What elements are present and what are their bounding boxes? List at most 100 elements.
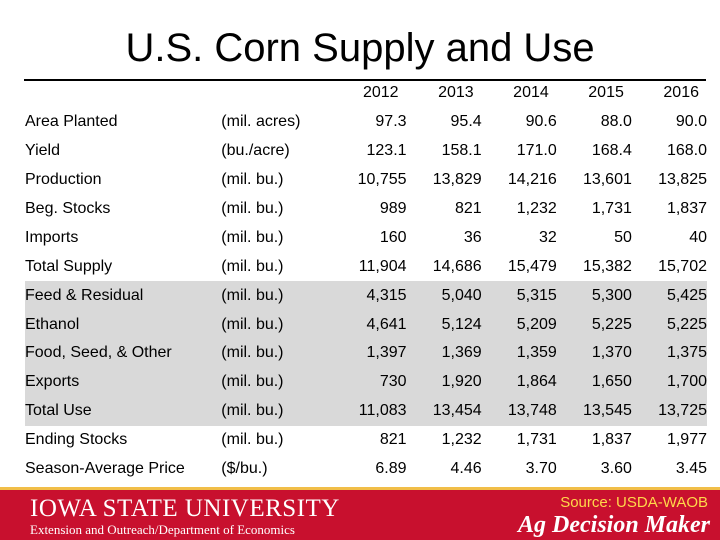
row-value: 5,425 xyxy=(631,281,707,311)
row-unit: (mil. bu.) xyxy=(221,200,284,217)
row-value: 123.1 xyxy=(366,142,407,160)
row-unit: ($/bu.) xyxy=(221,460,268,478)
row-value: 13,725 xyxy=(631,396,707,426)
row-value: 13,748 xyxy=(481,396,557,426)
table-row: Food, Seed, & Other (mil. bu.) 1,397 1,369 1… xyxy=(25,339,707,368)
row-value: 1,920 xyxy=(406,367,482,397)
table-body: Area Planted (mil. acres) 97.3 95.4 90.6 88.0… xyxy=(25,108,707,484)
row-value: 5,124 xyxy=(406,310,482,340)
table-row: Season-Average Price ($/bu.) 6.89 4.46 3.70 3… xyxy=(25,455,707,484)
supply-use-table: 2012 2013 2014 2015 2016 Area Planted (mi… xyxy=(25,79,707,483)
row-value: 5,315 xyxy=(481,281,557,311)
row-value: 3.70 xyxy=(525,460,557,478)
row-value: 10,755 xyxy=(357,171,407,189)
row-value: 13,825 xyxy=(658,171,707,189)
table-row: Ethanol (mil. bu.) 4,641 5,124 5,209 5,225 5,2… xyxy=(25,310,707,340)
row-value: 14,216 xyxy=(507,171,557,189)
table-row: Area Planted (mil. acres) 97.3 95.4 90.6 88.0… xyxy=(25,108,707,137)
row-value: 1,837 xyxy=(591,431,632,449)
row-value: 90.0 xyxy=(675,113,707,131)
row-label: Ending Stocks xyxy=(25,431,128,449)
row-value: 32 xyxy=(538,228,557,246)
row-value: 90.6 xyxy=(525,113,557,131)
row-unit: (mil. acres) xyxy=(221,113,301,131)
row-unit: (mil. bu.) xyxy=(221,367,332,397)
row-value: 50 xyxy=(614,228,632,246)
brand-logo: Ag Decision Maker xyxy=(518,512,710,538)
title-divider xyxy=(24,79,706,81)
row-value: 97.3 xyxy=(375,113,407,131)
row-value: 3.60 xyxy=(600,460,632,478)
row-unit: (mil. bu.) xyxy=(221,310,332,340)
university-logo: IOWA STATE UNIVERSITY xyxy=(30,495,340,522)
row-value: 1,359 xyxy=(481,339,557,368)
row-value: 13,454 xyxy=(406,396,482,426)
year-header: 2014 xyxy=(513,84,549,102)
row-value: 1,837 xyxy=(666,200,707,217)
row-label: Production xyxy=(25,171,102,189)
row-unit: (mil. bu.) xyxy=(221,228,284,246)
row-value: 40 xyxy=(689,228,707,246)
row-unit: (bu./acre) xyxy=(221,142,290,160)
row-label: Area Planted xyxy=(25,113,118,131)
row-unit: (mil. bu.) xyxy=(221,171,284,189)
row-unit: (mil. bu.) xyxy=(221,339,332,368)
row-value: 15,702 xyxy=(658,257,707,275)
table-row: Ending Stocks (mil. bu.) 821 1,232 1,731 1,83… xyxy=(25,426,707,455)
row-value: 5,040 xyxy=(406,281,482,311)
row-value: 4.46 xyxy=(450,460,482,478)
row-label: Total Use xyxy=(25,396,222,426)
row-value: 1,232 xyxy=(441,431,482,449)
footer-bar: IOWA STATE UNIVERSITY Extension and Outr… xyxy=(0,487,720,540)
row-value: 11,904 xyxy=(358,257,407,275)
row-value: 1,731 xyxy=(591,200,632,217)
row-label: Total Supply xyxy=(25,257,113,275)
header-row: 2012 2013 2014 2015 2016 xyxy=(25,79,707,108)
row-value: 5,225 xyxy=(631,310,707,340)
footer-accent-line xyxy=(0,487,720,490)
row-value: 1,370 xyxy=(556,339,632,368)
row-value: 36 xyxy=(463,228,482,246)
row-value: 5,225 xyxy=(556,310,632,340)
row-label: Food, Seed, & Other xyxy=(25,339,222,368)
row-unit: (mil. bu.) xyxy=(221,396,332,426)
row-value: 5,300 xyxy=(556,281,632,311)
page-title: U.S. Corn Supply and Use xyxy=(125,26,595,70)
row-value: 1,232 xyxy=(516,200,557,217)
row-value: 95.4 xyxy=(450,113,482,131)
table-row: Exports (mil. bu.) 730 1,920 1,864 1,650 1,700 xyxy=(25,367,707,397)
row-value: 168.0 xyxy=(666,142,707,160)
row-value: 4,641 xyxy=(331,310,407,340)
row-value: 13,601 xyxy=(582,171,632,189)
table-row: Imports (mil. bu.) 160 36 32 50 40 xyxy=(25,223,707,252)
row-value: 821 xyxy=(454,200,482,217)
table-row: Production (mil. bu.) 10,755 13,829 14,216 13… xyxy=(25,166,707,195)
year-header: 2015 xyxy=(588,84,624,102)
row-value: 1,369 xyxy=(406,339,482,368)
year-header: 2016 xyxy=(663,84,699,102)
department-name: Extension and Outreach/Department of Eco… xyxy=(30,522,295,537)
row-unit: (mil. bu.) xyxy=(221,431,284,449)
row-value: 821 xyxy=(379,431,407,449)
row-value: 171.0 xyxy=(516,142,557,160)
row-label: Exports xyxy=(25,367,222,397)
row-value: 158.1 xyxy=(441,142,482,160)
header-label-spacer xyxy=(25,79,221,108)
row-value: 4,315 xyxy=(331,281,407,311)
row-value: 6.89 xyxy=(375,460,407,478)
row-value: 11,083 xyxy=(331,396,407,426)
row-value: 1,397 xyxy=(331,339,407,368)
row-value: 1,375 xyxy=(631,339,707,368)
table-row: Yield (bu./acre) 123.1 158.1 171.0 168.4 168.0 xyxy=(25,137,707,166)
row-value: 160 xyxy=(379,228,407,246)
row-value: 13,545 xyxy=(556,396,632,426)
row-value: 1,731 xyxy=(516,431,557,449)
row-unit: (mil. bu.) xyxy=(221,281,332,311)
row-value: 730 xyxy=(331,367,407,397)
row-value: 88.0 xyxy=(600,113,632,131)
row-value: 15,479 xyxy=(507,257,557,275)
row-label: Ethanol xyxy=(25,310,222,340)
row-label: Beg. Stocks xyxy=(25,200,111,217)
row-value: 3.45 xyxy=(675,460,707,478)
row-value: 1,650 xyxy=(556,367,632,397)
